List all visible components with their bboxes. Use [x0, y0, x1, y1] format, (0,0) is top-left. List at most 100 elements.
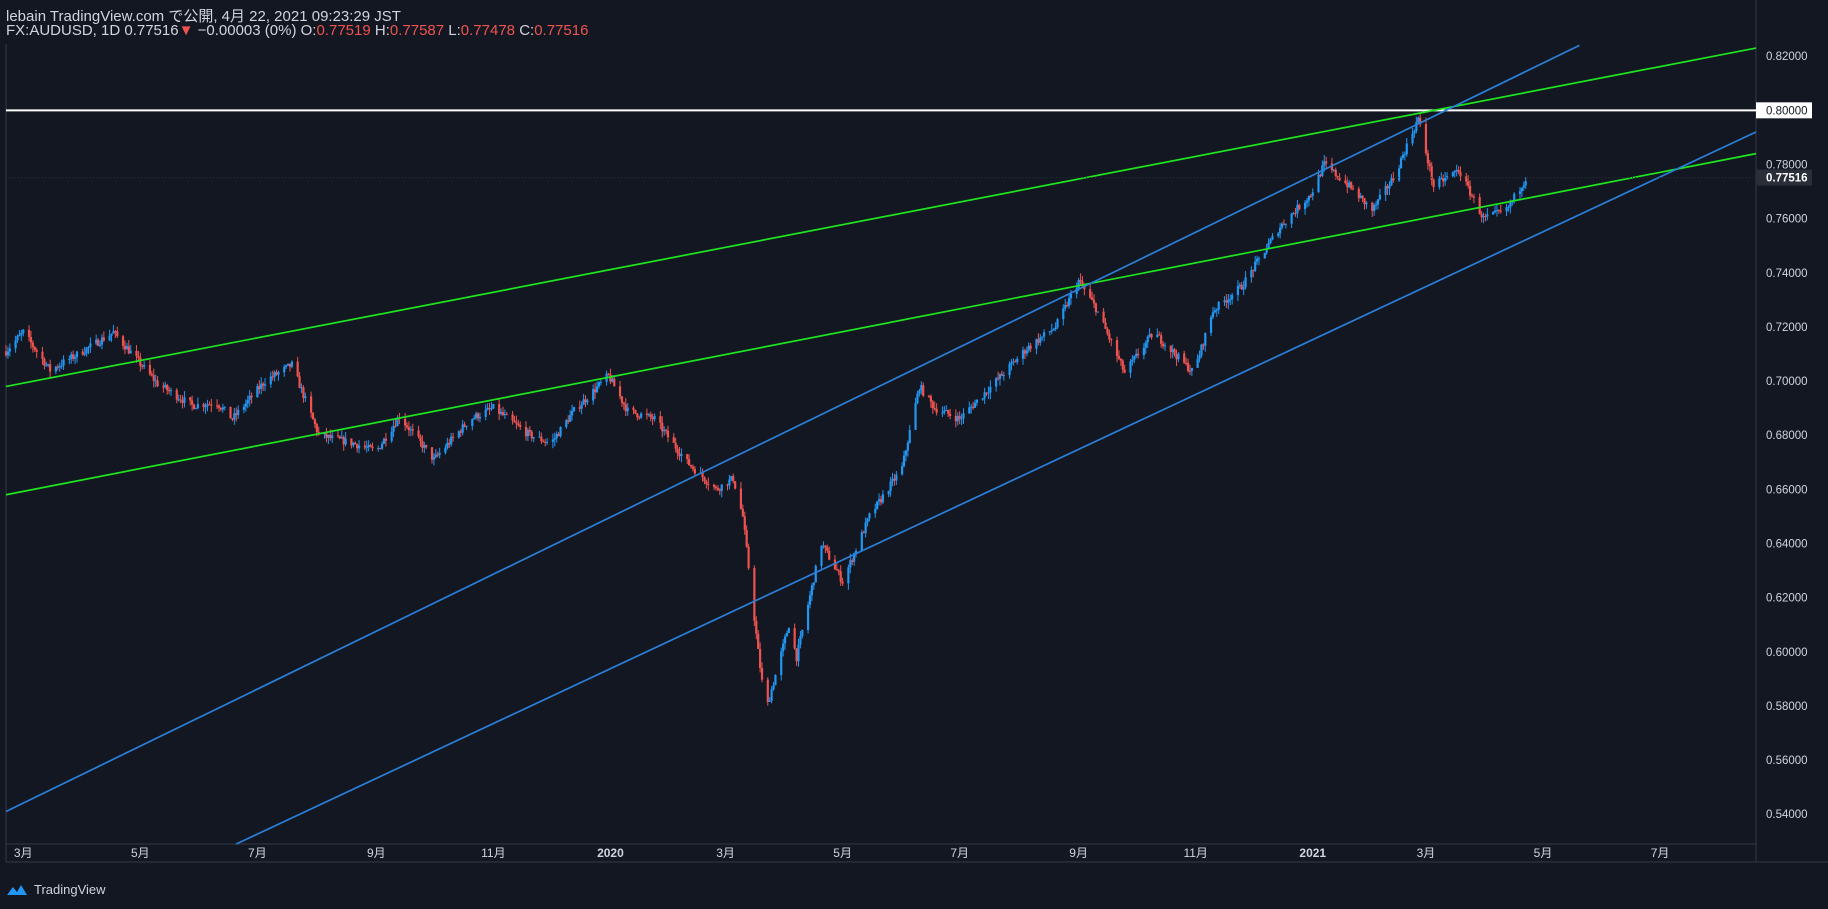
- price-tick-label: 0.54000: [1766, 809, 1808, 821]
- candle: [288, 363, 292, 372]
- candle: [989, 380, 992, 400]
- candle: [651, 413, 654, 426]
- candle: [396, 415, 399, 427]
- candle: [342, 435, 345, 451]
- candle: [95, 334, 98, 346]
- candle-body: [490, 408, 493, 410]
- candle-body: [1081, 281, 1084, 287]
- candle: [1453, 169, 1456, 178]
- open-value: 0.77519: [316, 22, 371, 39]
- candle: [824, 545, 827, 554]
- blue-trendline[interactable]: [235, 131, 1757, 845]
- candle-body: [611, 378, 614, 382]
- candle: [1104, 317, 1107, 329]
- candle: [461, 420, 464, 436]
- candle-body: [567, 420, 570, 422]
- candle-body: [484, 409, 487, 417]
- candle: [728, 474, 731, 490]
- candle: [1351, 185, 1355, 191]
- candle: [423, 441, 426, 454]
- candle: [476, 412, 480, 422]
- candle-body: [532, 437, 535, 439]
- price-axis[interactable]: 0.82000 0.78000 0.76000 0.74000 0.72000 0.700…: [6, 51, 1812, 821]
- candle-body: [1133, 356, 1136, 360]
- candle-body: [371, 446, 374, 449]
- candle: [1135, 348, 1138, 359]
- candle: [864, 517, 867, 538]
- candle: [565, 418, 568, 429]
- candle-body: [985, 392, 988, 394]
- candle: [45, 361, 48, 367]
- candle: [1144, 340, 1147, 354]
- candle: [1303, 200, 1307, 215]
- candle-body: [640, 413, 643, 418]
- candle: [1457, 166, 1460, 175]
- candle: [666, 425, 670, 443]
- candle: [352, 441, 355, 448]
- candle: [1012, 358, 1015, 366]
- candle: [1478, 193, 1481, 215]
- candle: [450, 432, 453, 447]
- candle: [196, 397, 199, 410]
- candle: [148, 359, 152, 377]
- drawings-layer[interactable]: [5, 44, 1757, 845]
- symbol-label[interactable]: FX:AUDUSD, 1D: [6, 22, 121, 39]
- price-tick-label: 0.82000: [1766, 51, 1808, 63]
- candle: [367, 440, 370, 452]
- candle: [73, 354, 77, 365]
- candle-body: [1386, 186, 1389, 189]
- candle: [519, 421, 522, 430]
- candle: [958, 411, 961, 425]
- candle: [242, 404, 246, 414]
- candle: [772, 681, 775, 691]
- candle: [866, 517, 869, 527]
- candle-body: [116, 331, 119, 337]
- candle: [221, 403, 224, 413]
- candle: [1146, 335, 1149, 348]
- high-label: H:: [374, 22, 390, 39]
- candle: [730, 475, 733, 482]
- candle-body: [607, 373, 610, 375]
- candle: [995, 376, 998, 392]
- candle-body: [862, 532, 865, 534]
- candle: [680, 448, 683, 463]
- candle: [1376, 198, 1380, 210]
- candle-body: [300, 387, 303, 389]
- candle: [645, 408, 648, 420]
- candle-body: [597, 382, 601, 387]
- candle: [1161, 341, 1165, 349]
- candle-body: [565, 420, 568, 428]
- candle-body: [1363, 198, 1366, 205]
- candle-body: [277, 372, 280, 375]
- candle-body: [1271, 236, 1274, 240]
- candle-body: [1317, 174, 1320, 193]
- candle: [1250, 266, 1253, 283]
- candle-body: [29, 337, 33, 343]
- candle: [202, 402, 205, 412]
- candle-body: [1229, 299, 1232, 301]
- tradingview-footer[interactable]: TradingView: [6, 882, 106, 897]
- blue-trendline[interactable]: [5, 44, 1580, 813]
- candle-body: [686, 454, 689, 459]
- candle: [1482, 212, 1485, 224]
- candle: [365, 440, 368, 453]
- candle-body: [396, 418, 399, 427]
- candle: [1229, 294, 1232, 306]
- candle-body: [705, 481, 708, 485]
- candle-body: [1373, 204, 1376, 211]
- green-trendline[interactable]: [5, 152, 1757, 496]
- candle-body: [1190, 367, 1193, 372]
- candle-body: [1269, 239, 1272, 243]
- time-axis[interactable]: 3月 5月 7月 9月 11月 2020 3月 5月 7月 9月 11月 2021 3月 5月 7月: [14, 846, 1669, 860]
- candle-body: [45, 364, 48, 366]
- candle: [1290, 212, 1293, 229]
- candle-body: [404, 418, 407, 426]
- candle: [1121, 359, 1124, 374]
- candle: [1346, 176, 1349, 194]
- candle: [262, 381, 265, 392]
- candle-body: [693, 468, 696, 474]
- candle-body: [1209, 317, 1213, 333]
- green-trendline[interactable]: [5, 47, 1757, 388]
- candle-body: [931, 401, 934, 409]
